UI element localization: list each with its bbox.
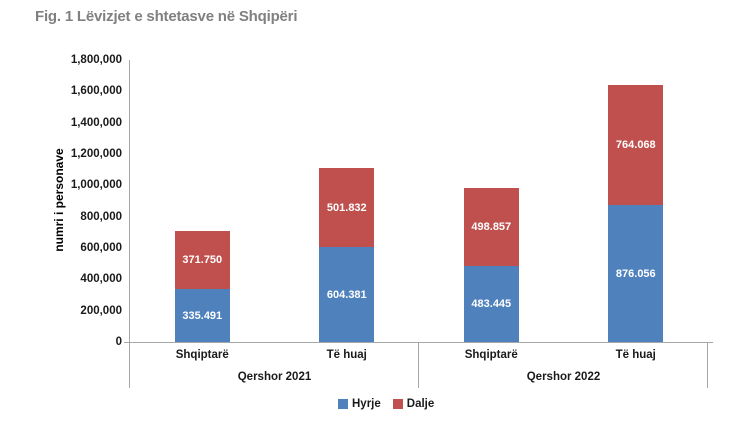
y-axis-line [129, 60, 130, 342]
y-tick-label: 800,000 [80, 210, 122, 223]
x-axis-group-divider [129, 342, 130, 388]
y-tick-label: 0 [115, 336, 122, 348]
y-tick-label: 600,000 [80, 242, 122, 254]
x-category-label: Të huaj [615, 349, 656, 361]
bar-segment-hyrje: 335.491 [174, 289, 230, 342]
bar-segment-hyrje: 483.445 [463, 266, 519, 342]
x-category-label: Shqiptarë [175, 349, 229, 361]
bar-value-label: 764.068 [615, 139, 656, 151]
bar-value-label: 498.857 [471, 221, 512, 233]
x-group-label: Qershor 2022 [526, 371, 601, 383]
bar-segment-hyrje: 604.381 [319, 247, 375, 342]
y-tick-label: 1,200,000 [70, 148, 122, 160]
bar-segment-dalje: 764.068 [608, 85, 664, 205]
bar-segment-dalje: 371.750 [174, 231, 230, 289]
x-category-label: Të huaj [326, 349, 367, 361]
bar-value-label: 501.832 [326, 201, 367, 214]
y-tick-label: 400,000 [80, 273, 122, 286]
legend-item-dalje: Dalje [392, 398, 435, 410]
y-tick-label: 200,000 [80, 304, 122, 317]
legend: Hyrje Dalje [338, 398, 434, 410]
bar-value-label: 483.445 [471, 298, 512, 310]
bar-segment-dalje: 501.832 [319, 168, 375, 247]
x-axis-group-divider [707, 342, 708, 388]
legend-item-hyrje: Hyrje [338, 398, 381, 410]
legend-label: Dalje [406, 398, 435, 410]
legend-label: Hyrje [352, 398, 381, 410]
x-group-label: Qershor 2021 [237, 371, 312, 383]
y-tick-label: 1,800,000 [70, 54, 122, 66]
bar-segment-hyrje: 876.056 [608, 205, 664, 342]
bar-value-label: 604.381 [326, 288, 367, 301]
y-axis-title: numri i personave [52, 148, 66, 252]
bar-value-label: 876.056 [615, 267, 656, 280]
bar-value-label: 335.491 [182, 309, 223, 322]
y-tick-label: 1,000,000 [70, 179, 122, 192]
legend-swatch-icon [392, 399, 403, 409]
figure-title: Fig. 1 Lëvizjet e shtetasve në Shqipëri [35, 8, 298, 25]
y-tick-label: 1,400,000 [70, 116, 122, 129]
x-category-label: Shqiptarë [464, 349, 518, 361]
bar-value-label: 371.750 [182, 254, 223, 266]
y-tick-label: 1,600,000 [70, 85, 122, 98]
plot-area: 335.491 371.750 604.381 501.832 483.445 498.8… [130, 60, 708, 342]
x-axis-group-divider [418, 342, 419, 388]
legend-swatch-icon [338, 399, 348, 409]
bar-segment-dalje: 498.857 [463, 188, 519, 266]
